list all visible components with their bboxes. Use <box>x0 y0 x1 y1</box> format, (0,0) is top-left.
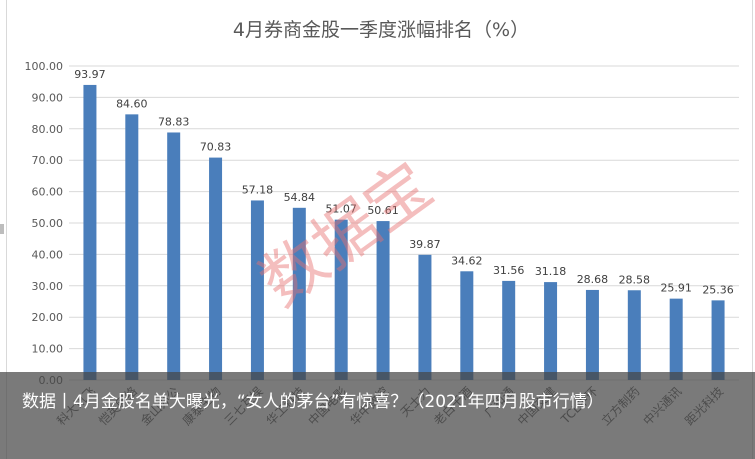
caption-bar: 数据丨4月金股名单大曝光，“女人的茅台”有惊喜？（2021年四月股市行情） <box>0 372 755 459</box>
bar <box>502 280 516 380</box>
bar <box>125 114 139 380</box>
y-tick-label: 10.00 <box>32 343 64 356</box>
data-label: 50.61 <box>367 204 399 217</box>
bar <box>627 290 641 380</box>
bar <box>292 207 306 380</box>
data-label: 31.18 <box>535 265 567 278</box>
data-label: 93.97 <box>74 68 106 81</box>
data-label: 34.62 <box>451 254 483 267</box>
bar <box>585 289 599 380</box>
side-scroll-marker <box>0 224 4 234</box>
bar <box>334 219 348 380</box>
data-label: 54.84 <box>284 191 316 204</box>
bar <box>669 298 683 380</box>
y-tick-label: 70.00 <box>32 154 64 167</box>
data-label: 57.18 <box>242 183 274 196</box>
y-tick-label: 90.00 <box>32 91 64 104</box>
bars <box>83 84 725 380</box>
data-label: 25.36 <box>702 283 734 296</box>
bar <box>209 157 223 380</box>
data-label: 51.07 <box>325 203 357 216</box>
y-tick-label: 50.00 <box>32 217 64 230</box>
y-tick-label: 20.00 <box>32 311 64 324</box>
data-label: 28.58 <box>619 273 651 286</box>
y-tick-label: 30.00 <box>32 280 64 293</box>
y-tick-label: 60.00 <box>32 186 64 199</box>
data-label: 78.83 <box>158 115 190 128</box>
data-label: 28.68 <box>577 273 609 286</box>
data-label: 31.56 <box>493 264 525 277</box>
bar <box>376 221 390 380</box>
bar <box>460 271 474 380</box>
bar <box>544 282 558 380</box>
y-axis: 0.0010.0020.0030.0040.0050.0060.0070.008… <box>25 60 64 387</box>
bar <box>83 84 97 380</box>
data-labels: 93.97 84.60 78.83 70.83 57.18 54.84 51.07 50.61… <box>74 68 734 296</box>
y-tick-label: 80.00 <box>32 123 64 136</box>
bar <box>250 200 264 380</box>
data-label: 70.83 <box>200 141 232 154</box>
chart-title: 4月券商金股一季度涨幅排名（%） <box>233 19 529 41</box>
y-tick-label: 40.00 <box>32 248 64 261</box>
y-tick-label: 100.00 <box>25 60 64 73</box>
data-label: 84.60 <box>116 97 148 110</box>
bar <box>711 300 725 380</box>
data-label: 39.87 <box>409 238 441 251</box>
bar <box>418 254 432 380</box>
caption-text: 数据丨4月金股名单大曝光，“女人的茅台”有惊喜？（2021年四月股市行情） <box>22 392 604 412</box>
bar <box>167 132 181 380</box>
data-label: 25.91 <box>660 282 692 295</box>
